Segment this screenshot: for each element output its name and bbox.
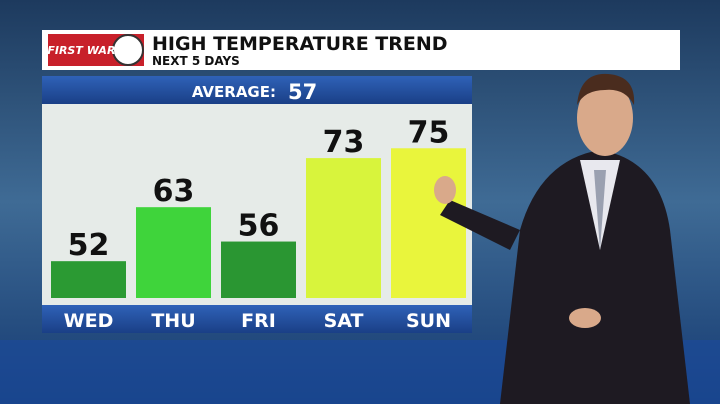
category-label: THU	[151, 310, 195, 332]
bar	[306, 158, 381, 298]
value-label: 56	[238, 209, 280, 244]
average-label: AVERAGE:	[192, 83, 276, 101]
category-label: SAT	[324, 310, 364, 332]
logo-text: FIRST WARN	[47, 44, 124, 57]
average-bar	[42, 76, 472, 104]
average-value: 57	[288, 80, 317, 104]
logo-badge	[112, 34, 144, 66]
bar	[221, 241, 296, 298]
bar	[136, 207, 211, 298]
category-label: FRI	[241, 310, 276, 332]
bar	[391, 148, 466, 298]
header	[42, 30, 680, 70]
bar	[51, 261, 126, 298]
category-label: WED	[64, 310, 114, 332]
subtitle: NEXT 5 DAYS	[152, 54, 240, 68]
value-label: 75	[408, 115, 450, 150]
title: HIGH TEMPERATURE TREND	[152, 33, 448, 55]
value-label: 52	[68, 228, 110, 263]
value-label: 73	[323, 125, 365, 160]
presenter	[434, 73, 690, 404]
value-label: 63	[153, 174, 195, 209]
category-label: SUN	[406, 310, 451, 332]
category-band	[42, 305, 472, 333]
